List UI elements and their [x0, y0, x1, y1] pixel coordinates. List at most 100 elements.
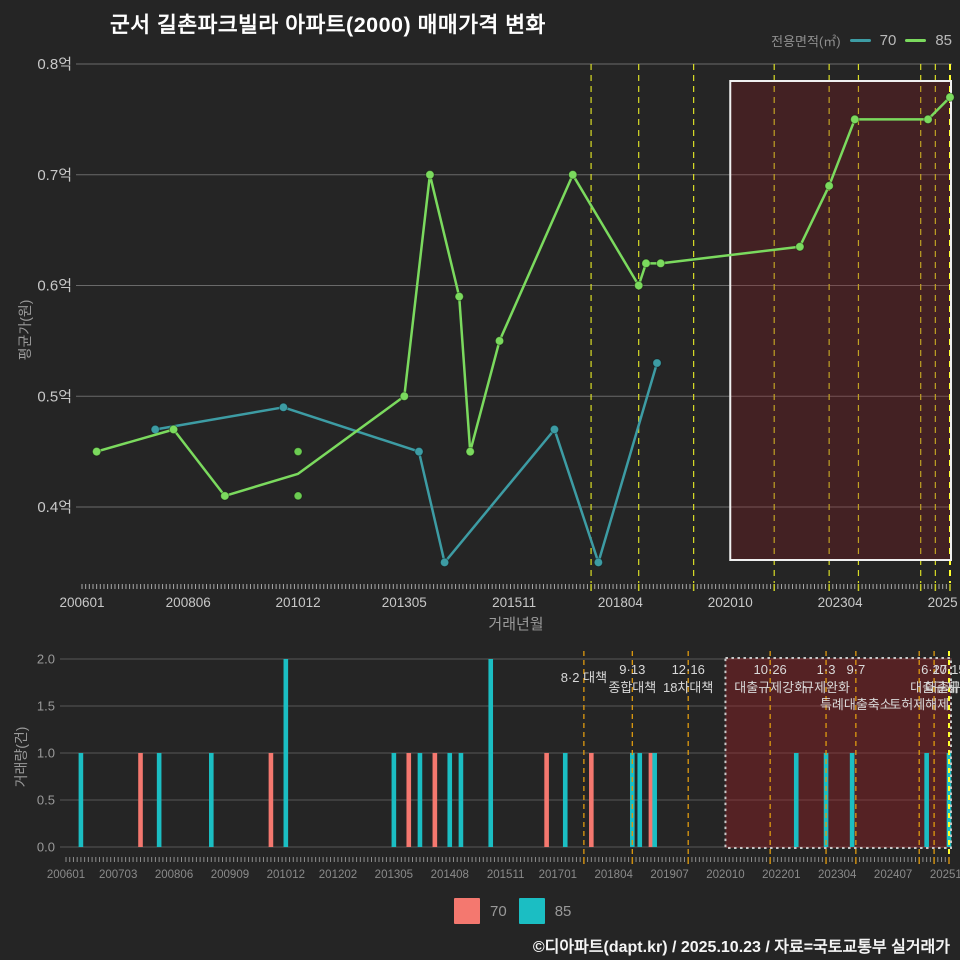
recent-period-region	[724, 657, 952, 849]
data-point-85[interactable]	[795, 242, 805, 252]
x-tick-label: 202010	[708, 595, 753, 610]
volume-bar-70[interactable]	[648, 753, 654, 847]
volume-bar-85[interactable]	[209, 753, 214, 847]
data-point-85[interactable]	[655, 258, 666, 269]
x-tick-label: 201907	[650, 869, 688, 881]
volume-bar-85[interactable]	[283, 659, 289, 847]
volume-bar-70[interactable]	[432, 753, 438, 847]
volume-bar-70[interactable]	[138, 753, 143, 847]
recent-period-box	[729, 80, 953, 561]
volume-bar-85[interactable]	[156, 753, 162, 847]
data-point-70[interactable]	[549, 424, 560, 435]
y-axis-title: 거래량(건)	[13, 727, 29, 788]
policy-name-label: 토허제해제	[889, 697, 949, 712]
transaction-dot-85[interactable]	[293, 491, 303, 501]
data-point-85[interactable]	[220, 491, 230, 501]
policy-name-label: 규제완화	[802, 680, 850, 695]
volume-bar-85[interactable]	[417, 753, 423, 847]
policy-name-label: 18차대책	[663, 680, 713, 695]
volume-bar-85[interactable]	[562, 753, 568, 847]
y-tick-label: 0.0	[37, 840, 55, 855]
data-point-85[interactable]	[425, 170, 435, 180]
volume-bar-85[interactable]	[78, 753, 84, 847]
x-tick-label: 202407	[874, 869, 912, 881]
x-tick-label: 202201	[762, 869, 800, 881]
x-tick-label: 202304	[818, 869, 857, 881]
bar-swatch-70[interactable]	[454, 898, 480, 924]
volume-bar-70[interactable]	[406, 753, 412, 847]
page-title: 군서 길촌파크빌라 아파트(2000) 매매가격 변화	[110, 13, 546, 37]
transaction-dot-85[interactable]	[293, 447, 303, 457]
data-point-85[interactable]	[568, 170, 578, 180]
data-point-70[interactable]	[150, 424, 160, 435]
volume-bar-85[interactable]	[637, 753, 643, 847]
data-point-85[interactable]	[923, 114, 933, 125]
policy-date-label: 12·16	[672, 662, 705, 677]
y-tick-label: 2.0	[37, 652, 55, 667]
legend-item-85[interactable]: 85	[905, 32, 952, 49]
x-tick-label: 202010	[706, 869, 744, 881]
x-tick-label: 200806	[166, 595, 211, 610]
data-point-70[interactable]	[414, 446, 424, 457]
volume-bar-70[interactable]	[589, 753, 594, 847]
volume-bar-70[interactable]	[268, 753, 274, 847]
data-point-85[interactable]	[399, 391, 409, 401]
x-tick-label: 2025	[928, 595, 958, 610]
footer-credit: ©디아파트(dapt.kr) / 2025.10.23 / 자료=국토교통부 실…	[532, 939, 950, 956]
x-tick-label: 201012	[276, 595, 321, 610]
bar-swatch-85[interactable]	[518, 898, 545, 924]
data-point-85[interactable]	[641, 258, 651, 269]
volume-bar-85[interactable]	[488, 659, 494, 847]
y-tick-label: 0.5	[37, 793, 55, 808]
data-point-70[interactable]	[593, 557, 604, 568]
policy-name-label: 대출규제	[925, 680, 960, 695]
policy-name-label: 종합대책	[608, 680, 656, 695]
policy-name-label: 대출규제	[910, 680, 958, 695]
x-tick-label: 202304	[818, 595, 864, 610]
volume-bar-85[interactable]	[793, 753, 799, 847]
policy-date-label: 9·13	[619, 662, 645, 677]
x-tick-label: 202510	[930, 869, 960, 881]
volume-bar-70[interactable]	[544, 753, 549, 847]
data-point-85[interactable]	[454, 291, 464, 302]
y-tick-label: 0.5억	[37, 388, 72, 405]
x-tick-label: 201701	[539, 869, 577, 881]
x-tick-label: 200909	[211, 869, 249, 881]
data-point-85[interactable]	[945, 92, 955, 102]
y-axis-title: 평균가(원)	[17, 300, 33, 361]
volume-bar-85[interactable]	[391, 753, 397, 847]
x-tick-label: 201408	[431, 869, 469, 881]
legend-item-70[interactable]: 70	[849, 32, 896, 49]
y-tick-label: 0.4억	[37, 499, 72, 516]
x-tick-label: 200703	[99, 869, 137, 881]
x-tick-label: 200601	[47, 869, 85, 881]
volume-bar-85[interactable]	[652, 753, 657, 847]
x-tick-label: 201804	[598, 595, 644, 610]
price-line-chart: 0.8억 0.7억 0.6억 0.5억 0.4억 평균가(원) 200601 200806 20…	[17, 56, 958, 633]
volume-bar-85[interactable]	[447, 753, 453, 847]
data-point-70[interactable]	[278, 402, 289, 413]
x-axis-title: 거래년월	[488, 616, 543, 633]
x-tick-label: 201305	[382, 595, 427, 610]
policy-date-label: 8·2 대책	[561, 670, 607, 685]
data-point-85[interactable]	[91, 446, 102, 457]
x-tick-label: 201305	[375, 869, 413, 881]
data-point-85[interactable]	[465, 446, 475, 457]
data-point-85[interactable]	[494, 336, 505, 346]
x-tick-label: 200806	[155, 869, 193, 881]
data-point-85[interactable]	[850, 114, 860, 125]
data-point-85[interactable]	[824, 181, 834, 191]
volume-bar-85[interactable]	[458, 753, 464, 847]
data-point-85[interactable]	[168, 424, 179, 435]
data-point-85[interactable]	[633, 280, 644, 291]
data-point-70[interactable]	[652, 358, 662, 368]
x-tick-label: 200601	[59, 595, 104, 610]
x-tick-label: 201804	[594, 869, 633, 881]
data-point-70[interactable]	[439, 557, 450, 568]
y-tick-label: 1.0	[37, 746, 55, 761]
volume-bar-85[interactable]	[924, 753, 929, 847]
legend-label-85: 85	[554, 902, 572, 920]
volume-bar-85[interactable]	[849, 753, 855, 847]
legend-label-70: 70	[490, 902, 507, 920]
